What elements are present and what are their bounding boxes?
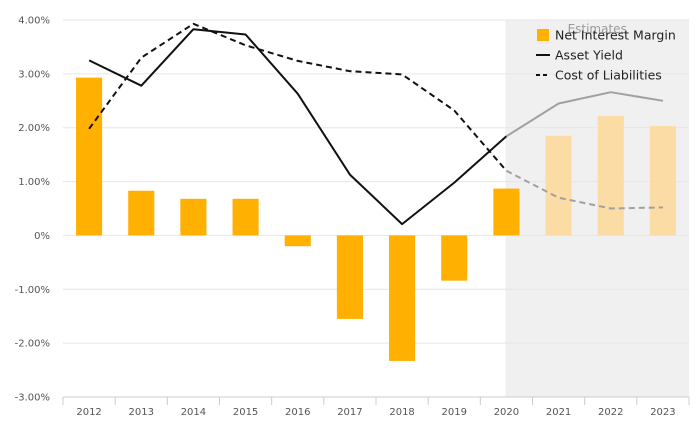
line-series [88,22,664,226]
bar-2016 [284,235,311,247]
legend-swatch-net-interest-margin [537,29,549,41]
bar-2021 [545,135,572,236]
x-tick-label: 2013 [129,407,154,418]
x-tick-label: 2012 [76,407,101,418]
legend-label-net-interest-margin: Net Interest Margin [555,28,676,43]
x-tick-label: 2014 [181,407,206,418]
bar-2015 [232,198,259,236]
estimates-label: Estimates [568,22,627,36]
x-axis: 2012 2013 2014 2015 2016 2017 2018 2019 2020 2021… [62,396,690,418]
line-cost-of-liabilities-estimate [505,169,663,210]
x-tick-label: 2020 [494,407,519,418]
y-axis: -3.00% -2.00% -1.00% 0% 1.00% 2.00% 3.00% 4.00% [15,16,50,404]
bar-2012 [76,77,103,236]
x-tick-label: 2019 [442,407,467,418]
bar-2020 [493,188,520,236]
bar-2023 [649,126,676,236]
x-tick-label: 2017 [337,407,362,418]
x-tick-label: 2018 [389,407,414,418]
line-asset-yield-estimate [505,91,664,138]
bar-2014 [180,198,207,236]
y-tick-label: 1.00% [18,177,50,188]
y-tick-label: -3.00% [15,393,50,404]
x-tick-label: 2022 [598,407,623,418]
line-cost-of-liabilities [88,22,508,172]
y-tick-label: 0% [34,231,50,242]
y-tick-label: -1.00% [15,285,50,296]
x-tick-label: 2015 [233,407,258,418]
bar-2018 [389,235,416,361]
x-tick-label: 2016 [285,407,310,418]
bar-series-net-interest-margin [76,77,676,361]
bar-2017 [336,235,363,319]
legend: Net Interest Margin Asset Yield Cost of Li… [536,28,676,83]
y-tick-label: 2.00% [18,123,50,134]
bar-2019 [441,235,468,281]
x-tick-label: 2021 [546,407,571,418]
bar-2013 [128,190,155,236]
legend-label-cost-of-liabilities: Cost of Liabilities [555,68,662,83]
legend-label-asset-yield: Asset Yield [555,48,623,63]
y-tick-label: 4.00% [18,16,50,27]
x-tick-label: 2023 [650,407,675,418]
line-asset-yield [88,28,508,226]
y-tick-label: 3.00% [18,69,50,80]
bar-2022 [597,115,624,236]
y-tick-label: -2.00% [15,339,50,350]
